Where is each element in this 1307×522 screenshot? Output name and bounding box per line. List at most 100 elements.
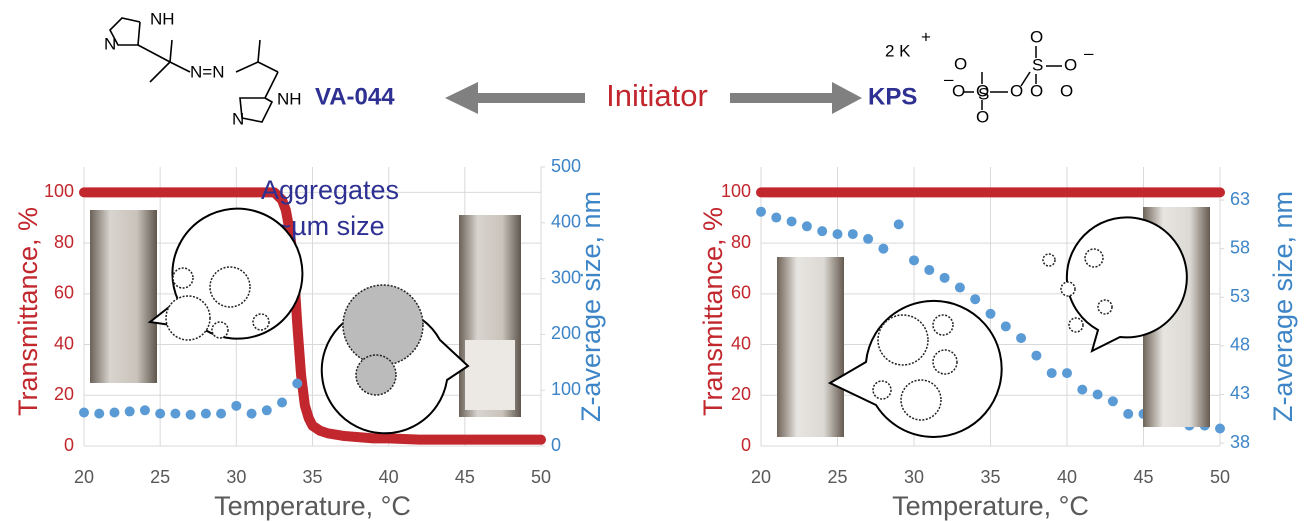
initiator-name: KPS (868, 83, 917, 110)
point (878, 244, 888, 254)
x-tick-label: 30 (226, 467, 246, 487)
atom: N (232, 109, 244, 128)
y-tick-label: 40 (54, 333, 74, 353)
y-tick-label: 40 (731, 333, 751, 353)
x-axis-title: Temperature, °C (214, 491, 411, 521)
y2-axis-title: Z-average size, nm (576, 191, 606, 422)
atom: O (1060, 81, 1073, 100)
y-axis-title: Transmittance, % (13, 207, 43, 416)
x-tick-label: 25 (827, 467, 847, 487)
y-tick-label: 0 (741, 435, 751, 455)
point (848, 229, 858, 239)
point (79, 408, 89, 418)
atom: – (944, 69, 954, 88)
y-axis-title: Transmittance, % (698, 207, 728, 416)
point (216, 409, 226, 419)
x-tick-label: 40 (1057, 467, 1077, 487)
point (771, 213, 781, 223)
y2-tick-label: 500 (551, 156, 581, 176)
point (756, 207, 766, 217)
point (94, 409, 104, 419)
x-tick-label: 50 (531, 467, 551, 487)
y-tick-label: 0 (64, 435, 74, 455)
point (155, 409, 165, 419)
y2-tick-label: 63 (1230, 189, 1250, 209)
figure: NH N N=N NH N VA-044 Initiator KPS 2 K +… (0, 0, 1307, 522)
point (201, 409, 211, 419)
y2-tick-label: 48 (1230, 335, 1250, 355)
y-tick-label: 100 (44, 181, 74, 201)
point (970, 294, 980, 304)
point (1093, 389, 1103, 399)
atom: S (1032, 55, 1043, 74)
x-tick-label: 45 (1133, 467, 1153, 487)
y-tick-label: 80 (731, 232, 751, 252)
point (125, 406, 135, 416)
y2-tick-label: 0 (551, 435, 561, 455)
point (277, 397, 287, 407)
atom: O (952, 81, 965, 100)
page: NH N N=N NH N VA-044 Initiator KPS 2 K +… (0, 0, 1307, 522)
x-tick-label: 20 (74, 467, 94, 487)
x-tick-label: 35 (302, 467, 322, 487)
point (186, 410, 196, 420)
point (1016, 333, 1026, 343)
x-tick-label: 20 (751, 467, 771, 487)
atom: + (921, 27, 931, 46)
point (247, 409, 257, 419)
point (986, 309, 996, 319)
y2-tick-label: 43 (1230, 383, 1250, 403)
point (909, 255, 919, 265)
point (955, 283, 965, 293)
point (1001, 321, 1011, 331)
point (817, 226, 827, 236)
point (1215, 424, 1225, 434)
atom: NH (150, 9, 175, 28)
point (863, 234, 873, 244)
atom: O (1064, 55, 1077, 74)
initiator-name: VA-044 (315, 83, 395, 110)
point (109, 408, 119, 418)
y2-tick-label: 53 (1230, 286, 1250, 306)
point (1047, 368, 1057, 378)
point (262, 405, 272, 415)
y2-tick-label: 58 (1230, 237, 1250, 257)
atom: O (976, 107, 989, 126)
center-label: Initiator (606, 78, 708, 113)
y-tick-label: 60 (731, 283, 751, 303)
atom: O (1030, 81, 1043, 100)
y-tick-label: 60 (54, 283, 74, 303)
point (894, 219, 904, 229)
y2-tick-label: 38 (1230, 432, 1250, 452)
atom: N (104, 34, 116, 53)
point (231, 401, 241, 411)
y-tick-label: 100 (721, 181, 751, 201)
annotation: Aggregates (261, 175, 399, 205)
x-tick-label: 45 (455, 467, 475, 487)
point (292, 379, 302, 389)
point (924, 265, 934, 275)
x-tick-label: 30 (904, 467, 924, 487)
atom: O (1030, 27, 1043, 46)
point (140, 405, 150, 415)
y-tick-label: 20 (731, 384, 751, 404)
y2-axis-title: Z-average size, nm (1268, 191, 1298, 422)
point (1108, 396, 1118, 406)
x-tick-label: 40 (379, 467, 399, 487)
y-tick-label: 80 (54, 232, 74, 252)
x-tick-label: 35 (980, 467, 1000, 487)
point (170, 409, 180, 419)
point (787, 216, 797, 226)
atom: N=N (190, 62, 224, 81)
atom: NH (277, 89, 302, 108)
y-tick-label: 20 (54, 384, 74, 404)
atom: S (978, 84, 989, 103)
atom: – (1084, 43, 1094, 62)
atom: O (954, 54, 967, 73)
point (802, 221, 812, 231)
point (940, 273, 950, 283)
point (1062, 368, 1072, 378)
x-axis-title: Temperature, °C (892, 491, 1089, 521)
point (1123, 409, 1133, 419)
point (1077, 385, 1087, 395)
